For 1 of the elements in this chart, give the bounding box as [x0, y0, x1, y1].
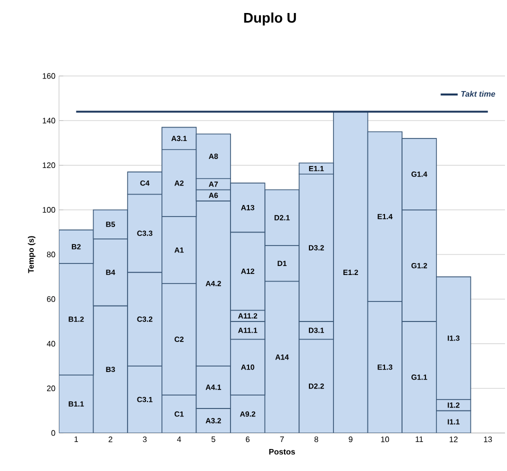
chart-title: Duplo U [244, 12, 296, 26]
